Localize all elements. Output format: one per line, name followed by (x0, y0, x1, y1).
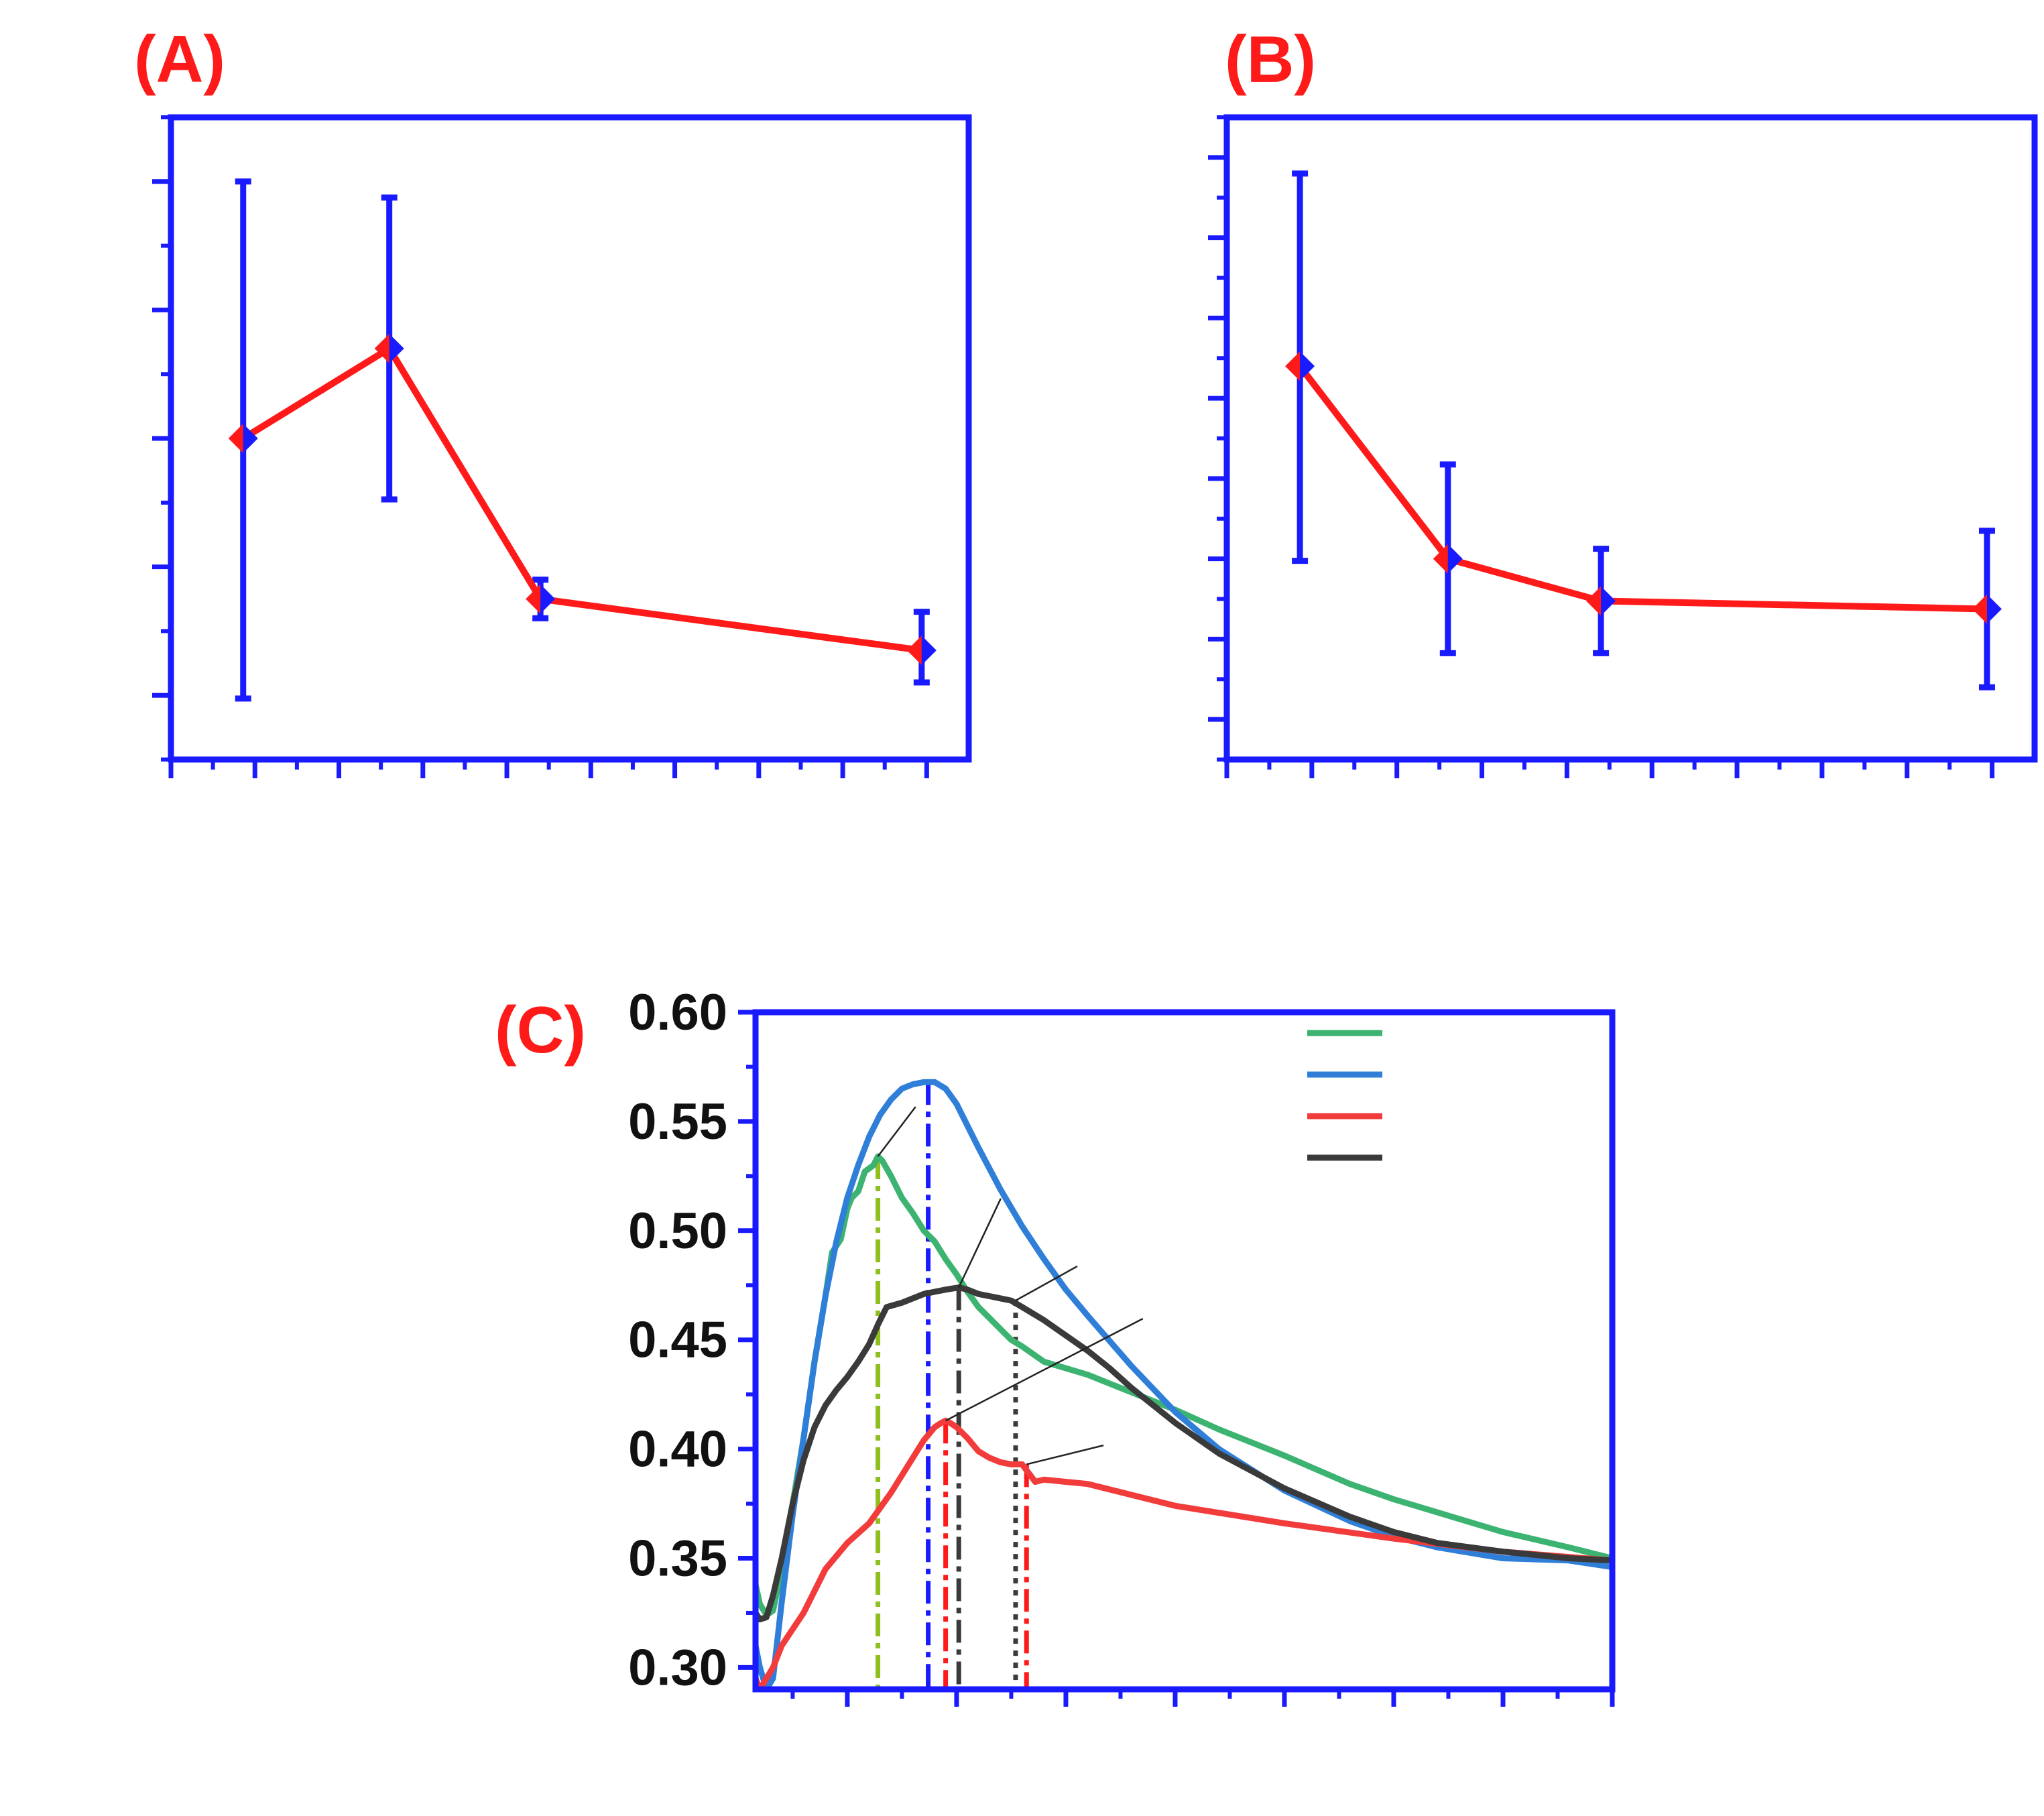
data-point (374, 333, 404, 363)
data-point-left (228, 424, 243, 453)
annotation-leader (877, 1106, 916, 1157)
data-point-left (1586, 586, 1602, 616)
data-point (228, 424, 258, 453)
data-point-left (906, 635, 922, 666)
series-line (241, 345, 922, 654)
plot-frame (1223, 114, 2038, 763)
chart-c: 0.30 0.35 0.40 0.45 0.50 0.55 0.60 (628, 984, 1616, 1707)
data-point-left (1285, 351, 1301, 381)
series-line (756, 1284, 1612, 1623)
data-point-right (1986, 594, 2002, 624)
data-point (906, 635, 937, 666)
data-point-left (1433, 544, 1448, 574)
data-point-right (1447, 544, 1463, 574)
annotation-leader (1015, 1265, 1078, 1302)
y-tick-label: 0.45 (628, 1312, 727, 1369)
data-point-left (374, 333, 389, 363)
data-point-right (540, 584, 556, 614)
panel-label-a: (A) (134, 22, 225, 96)
data-point-left (526, 584, 541, 614)
plot-frame (168, 114, 972, 763)
data-point-right (1300, 351, 1315, 381)
curves (756, 1079, 1612, 1689)
y-tick-label: 0.35 (628, 1530, 727, 1587)
data-point (1972, 594, 2002, 624)
data-point-right (243, 424, 258, 453)
data-point-right (389, 333, 404, 363)
series-line (1297, 364, 1988, 613)
panel-label-c: (C) (495, 993, 586, 1067)
y-tick-label: 0.55 (628, 1093, 727, 1150)
data-point (526, 584, 556, 614)
series-line (756, 1079, 1612, 1689)
annotation-leader (958, 1198, 1002, 1288)
y-tick-label: 0.50 (628, 1203, 727, 1260)
data-point-left (1972, 594, 1987, 624)
panel-label-b: (B) (1225, 22, 1316, 96)
series-line (756, 1417, 1612, 1689)
chart-b (1208, 114, 2038, 778)
y-tick-label: 0.30 (628, 1639, 727, 1696)
data-point (1586, 586, 1616, 616)
chart-a (152, 114, 972, 778)
plot-frame (752, 1009, 1616, 1693)
data-point (1433, 544, 1463, 574)
y-tick-label: 0.40 (628, 1421, 727, 1478)
annotation-leader (945, 1318, 1144, 1422)
data-point-right (921, 635, 937, 666)
legend (1307, 1030, 1382, 1161)
annotation-leader (1026, 1444, 1104, 1465)
data-point (1285, 351, 1315, 381)
data-point-right (1601, 586, 1616, 616)
y-tick-label: 0.60 (628, 984, 727, 1041)
